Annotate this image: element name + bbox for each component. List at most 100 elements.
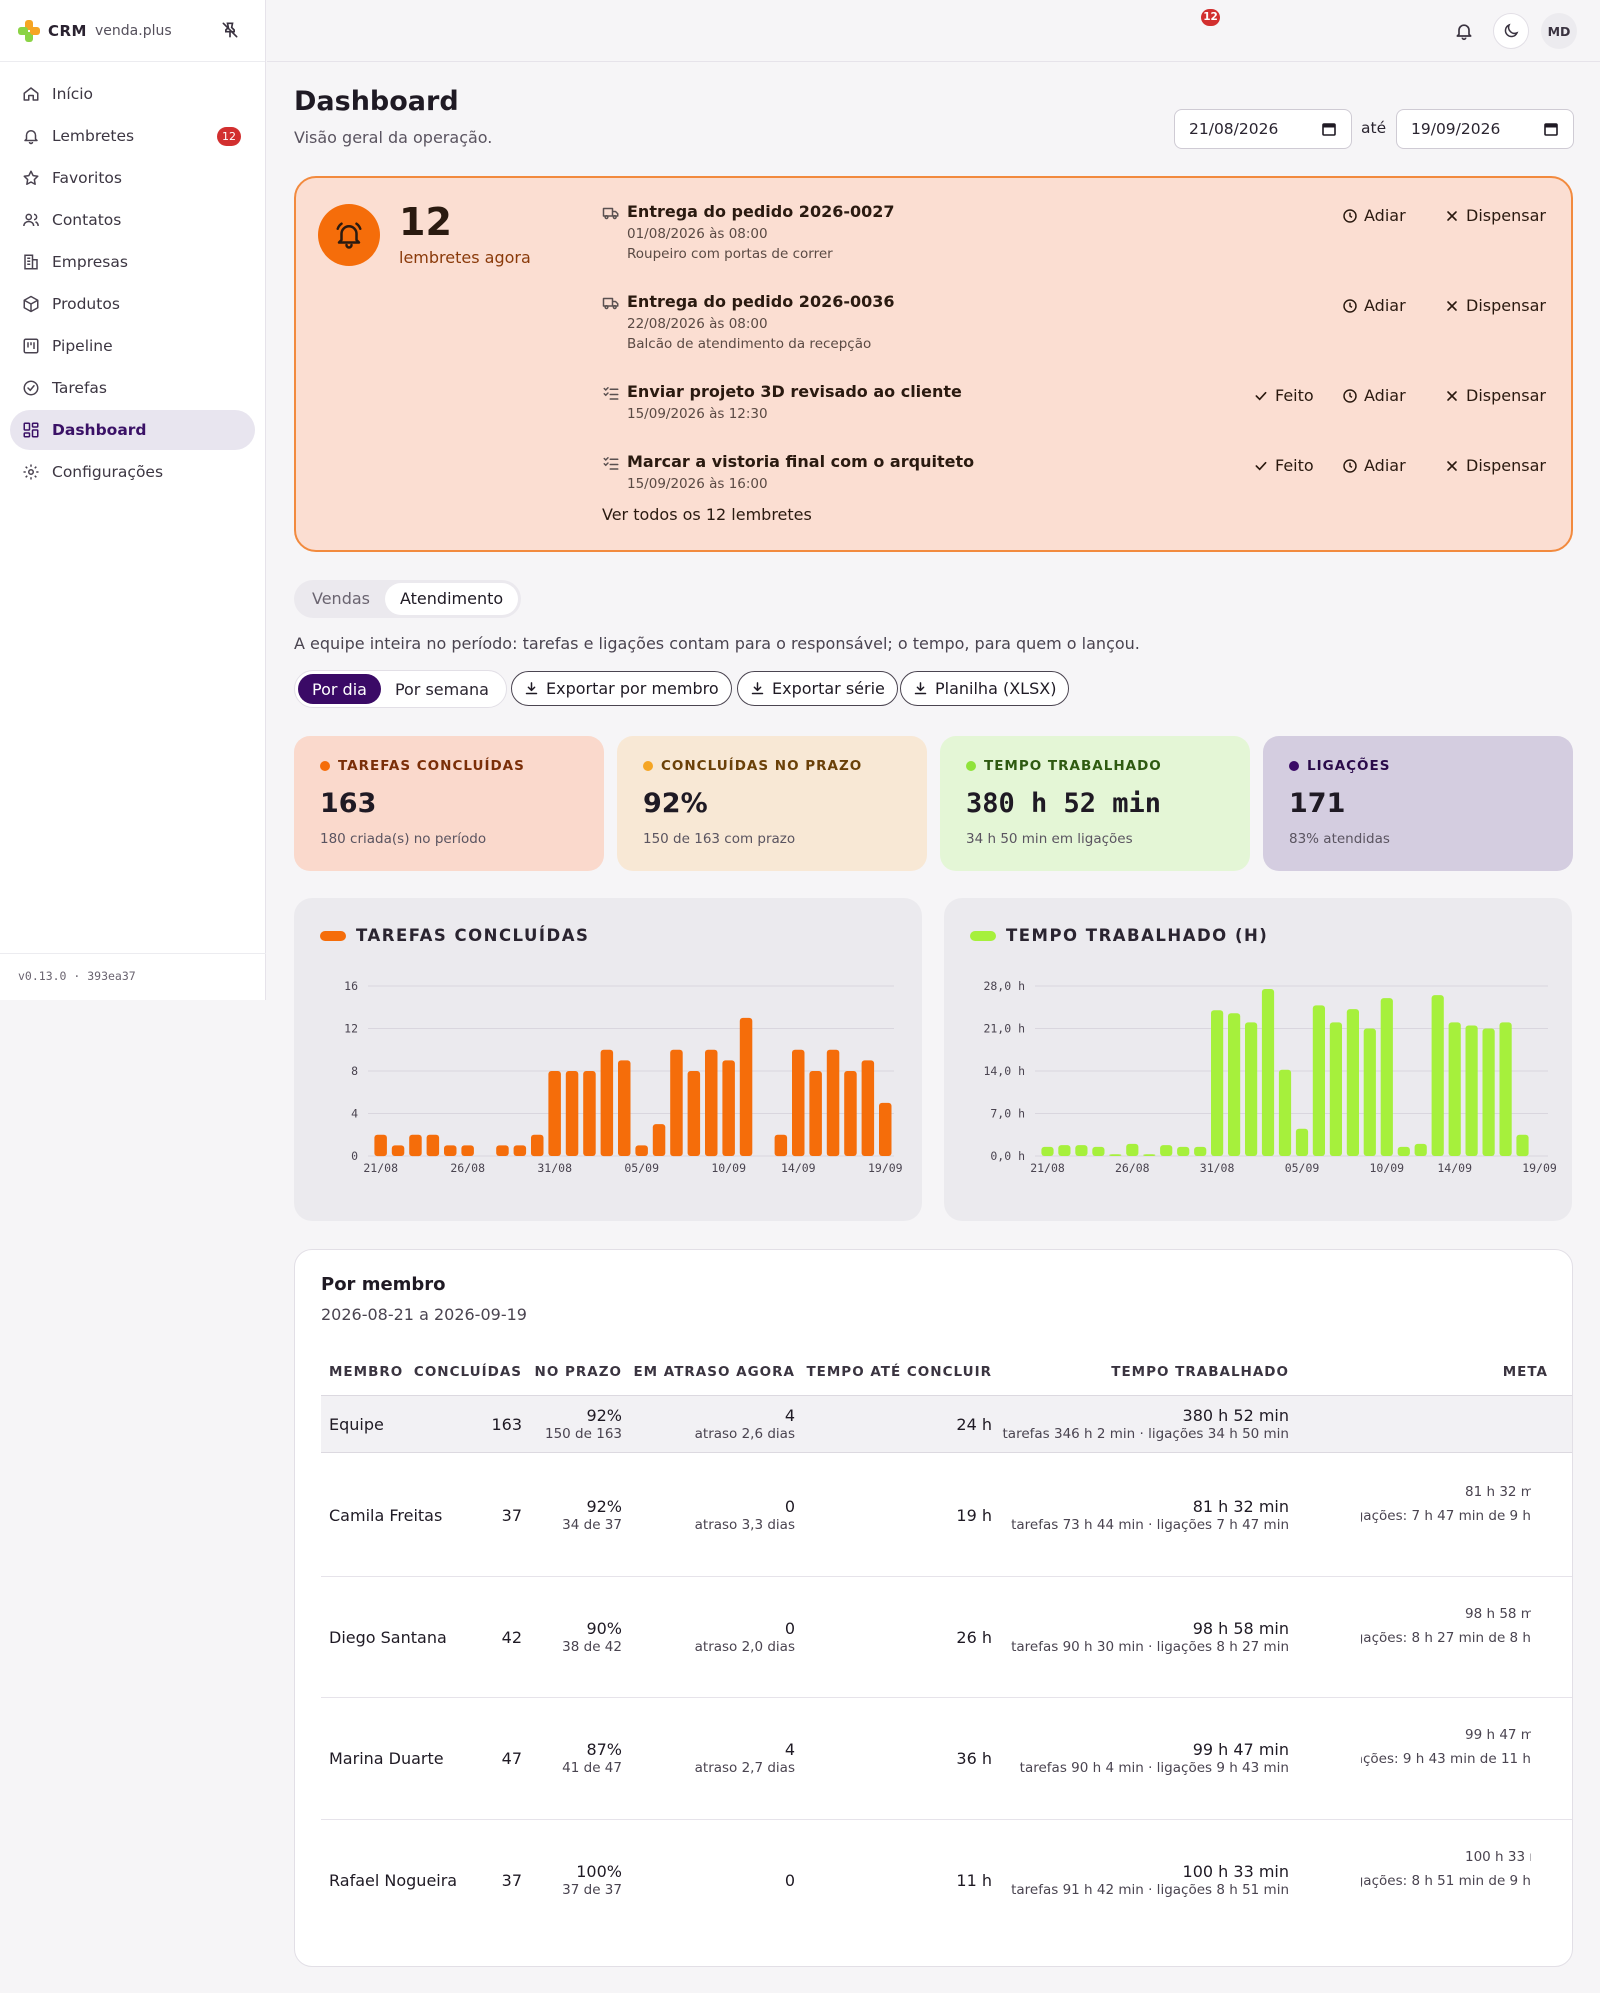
- bar[interactable]: [1431, 995, 1444, 1156]
- bar[interactable]: [1499, 1022, 1512, 1156]
- bar[interactable]: [1126, 1143, 1139, 1156]
- reminder-title[interactable]: Entrega do pedido 2026-0027: [627, 202, 895, 221]
- bar[interactable]: [1380, 998, 1393, 1156]
- bar[interactable]: [426, 1134, 440, 1157]
- col-goal[interactable]: META: [1502, 1364, 1548, 1380]
- sidebar-item-pipeline[interactable]: Pipeline: [10, 326, 255, 366]
- reminder-title[interactable]: Entrega do pedido 2026-0036: [627, 292, 895, 311]
- bar[interactable]: [844, 1071, 857, 1156]
- bar[interactable]: [1261, 989, 1275, 1156]
- bar[interactable]: [548, 1071, 561, 1156]
- bar[interactable]: [635, 1145, 648, 1156]
- date-to-input[interactable]: 19/09/2026: [1396, 109, 1574, 149]
- bar[interactable]: [670, 1049, 683, 1157]
- snooze-button[interactable]: Adiar: [1342, 206, 1406, 225]
- col-member[interactable]: MEMBRO: [329, 1364, 404, 1380]
- brand[interactable]: CRM venda.plus: [0, 0, 265, 62]
- bar[interactable]: [1092, 1146, 1105, 1156]
- bar[interactable]: [409, 1134, 422, 1157]
- snooze-button[interactable]: Adiar: [1342, 296, 1406, 315]
- table-row[interactable]: Camila Freitas 37 92% 34 de 37 0 atraso 3,3 d…: [321, 1455, 1572, 1577]
- bar[interactable]: [1278, 1069, 1292, 1156]
- bar[interactable]: [531, 1134, 544, 1157]
- col-time-to-finish[interactable]: TEMPO ATÉ CONCLUIR: [806, 1364, 992, 1380]
- sidebar-item-dashboard[interactable]: Dashboard: [10, 410, 255, 450]
- bar[interactable]: [496, 1145, 509, 1156]
- table-row[interactable]: Diego Santana 42 90% 38 de 42 0 atraso 2,0 di…: [321, 1577, 1572, 1698]
- sidebar-item-inicio[interactable]: Início: [10, 74, 255, 114]
- dismiss-button[interactable]: Dispensar: [1444, 456, 1546, 475]
- bar[interactable]: [1177, 1146, 1190, 1156]
- bar[interactable]: [618, 1060, 631, 1156]
- theme-toggle-button[interactable]: [1493, 13, 1529, 49]
- bar[interactable]: [705, 1049, 718, 1157]
- bar[interactable]: [461, 1145, 474, 1156]
- dismiss-button[interactable]: Dispensar: [1444, 296, 1546, 315]
- col-late[interactable]: EM ATRASO AGORA: [633, 1364, 795, 1380]
- reminder-title[interactable]: Enviar projeto 3D revisado ao cliente: [627, 382, 962, 401]
- sidebar-item-contatos[interactable]: Contatos: [10, 200, 255, 240]
- table-row[interactable]: Marina Duarte 47 87% 41 de 47 4 atraso 2,7 di…: [321, 1698, 1572, 1820]
- bar[interactable]: [1397, 1146, 1410, 1156]
- bar[interactable]: [722, 1060, 735, 1156]
- bar[interactable]: [374, 1134, 387, 1157]
- col-on-time[interactable]: NO PRAZO: [534, 1364, 622, 1380]
- calendar-icon[interactable]: [1321, 121, 1337, 137]
- bar[interactable]: [1160, 1145, 1173, 1156]
- bar[interactable]: [826, 1049, 840, 1157]
- avatar[interactable]: MD: [1541, 13, 1577, 49]
- bar[interactable]: [1143, 1154, 1156, 1156]
- sidebar-item-configuracoes[interactable]: Configurações: [10, 452, 255, 492]
- bar[interactable]: [565, 1071, 579, 1156]
- bar[interactable]: [583, 1071, 596, 1156]
- by-day-button[interactable]: Por dia: [298, 674, 381, 704]
- reminder-title[interactable]: Marcar a vistoria final com o arquiteto: [627, 452, 975, 471]
- dismiss-button[interactable]: Dispensar: [1444, 386, 1546, 405]
- date-from-input[interactable]: 21/08/2026: [1174, 109, 1352, 149]
- table-row[interactable]: Rafael Nogueira 37 100% 37 de 37 0 11 h 100 h …: [321, 1820, 1572, 1941]
- export-by-member-button[interactable]: Exportar por membro: [511, 671, 732, 706]
- bar[interactable]: [687, 1071, 701, 1156]
- sidebar-item-lembretes[interactable]: Lembretes 12: [10, 116, 255, 156]
- sidebar-item-empresas[interactable]: Empresas: [10, 242, 255, 282]
- bar[interactable]: [1346, 1009, 1359, 1156]
- sidebar-item-favoritos[interactable]: Favoritos: [10, 158, 255, 198]
- done-button[interactable]: Feito: [1253, 456, 1314, 475]
- by-week-button[interactable]: Por semana: [394, 680, 489, 699]
- bar[interactable]: [739, 1017, 753, 1156]
- bar[interactable]: [391, 1145, 405, 1156]
- bar[interactable]: [1329, 1022, 1342, 1156]
- bar[interactable]: [792, 1049, 805, 1157]
- export-series-button[interactable]: Exportar série: [737, 671, 898, 706]
- bar[interactable]: [1295, 1128, 1309, 1156]
- bar[interactable]: [1041, 1146, 1054, 1156]
- dismiss-button[interactable]: Dispensar: [1444, 206, 1546, 225]
- spreadsheet-button[interactable]: Planilha (XLSX): [900, 671, 1070, 706]
- tab-atendimento[interactable]: Atendimento: [384, 583, 519, 615]
- bar[interactable]: [1414, 1143, 1427, 1156]
- col-worked[interactable]: TEMPO TRABALHADO: [1111, 1364, 1289, 1380]
- bar[interactable]: [1516, 1134, 1529, 1157]
- bar[interactable]: [1109, 1154, 1122, 1156]
- bar[interactable]: [1312, 1005, 1325, 1156]
- bar[interactable]: [444, 1145, 457, 1156]
- see-all-reminders-link[interactable]: Ver todos os 12 lembretes: [602, 505, 812, 524]
- bar[interactable]: [1448, 1022, 1461, 1156]
- bar[interactable]: [861, 1060, 875, 1156]
- unpin-icon[interactable]: [220, 20, 240, 40]
- bar[interactable]: [1482, 1028, 1495, 1157]
- sidebar-item-produtos[interactable]: Produtos: [10, 284, 255, 324]
- snooze-button[interactable]: Adiar: [1342, 386, 1406, 405]
- bar[interactable]: [1245, 1022, 1258, 1156]
- bar[interactable]: [774, 1134, 788, 1157]
- bar[interactable]: [1058, 1145, 1071, 1156]
- bar[interactable]: [1194, 1146, 1207, 1156]
- team-total-row[interactable]: Equipe 163 92% 150 de 163 4 atraso 2,6 dias 24…: [321, 1395, 1572, 1453]
- done-button[interactable]: Feito: [1253, 386, 1314, 405]
- notifications-button[interactable]: [1446, 13, 1482, 49]
- bar[interactable]: [513, 1145, 527, 1156]
- bar[interactable]: [652, 1124, 666, 1156]
- bar[interactable]: [600, 1049, 614, 1157]
- snooze-button[interactable]: Adiar: [1342, 456, 1406, 475]
- bar[interactable]: [1363, 1028, 1376, 1157]
